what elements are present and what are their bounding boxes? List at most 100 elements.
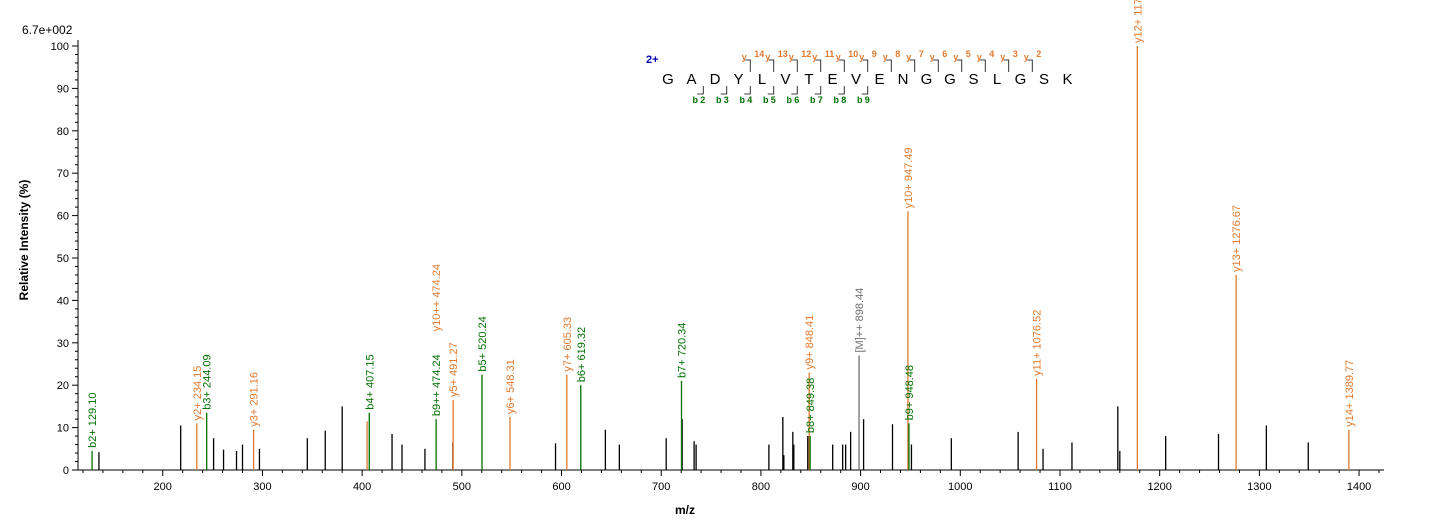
y-ion-index: 10	[848, 49, 858, 59]
peak-label: y10+ 947.49	[903, 147, 915, 208]
peak-label: y12+ 1177.59	[1132, 0, 1144, 43]
peak-label: y14+ 1389.77	[1344, 360, 1356, 427]
y-tick-label: 70	[57, 168, 69, 180]
b-ion-bracket	[814, 86, 822, 95]
y-ion-bracket	[745, 59, 751, 72]
y-tick-label: 0	[63, 465, 69, 477]
y-tick-label: 100	[51, 41, 69, 53]
b-ion-index: 6	[794, 95, 799, 105]
x-tick-label: 600	[552, 481, 570, 493]
sequence-residue: G	[921, 71, 933, 88]
b-ion-label: b	[834, 95, 840, 105]
b-ion-index: 4	[747, 95, 752, 105]
peak-label: b2+ 129.10	[87, 393, 99, 448]
y-ion-bracket	[862, 59, 869, 72]
sequence-residue: S	[1039, 71, 1049, 88]
b-ion-index: 3	[724, 95, 729, 105]
sequence-residue: L	[758, 71, 766, 88]
b-ion-index: 2	[700, 95, 705, 105]
y-tick-label: 80	[57, 126, 69, 138]
peak-label: y2+ 234.15	[192, 366, 204, 421]
b-ion-index: 9	[865, 95, 870, 105]
peaks-layer	[91, 46, 1350, 470]
sequence-residue: D	[710, 71, 721, 88]
sequence-residue: G	[1015, 71, 1027, 88]
peak-label: b9++ 474.24	[431, 354, 443, 416]
peak-label: b5+ 520.24	[477, 316, 489, 371]
sequence-residue: S	[968, 71, 978, 88]
y-ion-label: y	[812, 52, 817, 62]
peak-label: y5+ 491.27	[448, 342, 460, 397]
y-ion-label: y	[836, 52, 841, 62]
sequence-residue: G	[944, 71, 956, 88]
y-ion-index: 5	[966, 49, 971, 59]
peak-label: y13+ 1276.67	[1231, 205, 1243, 272]
charge-state-label: 2+	[646, 54, 659, 66]
peak-label: b7+ 720.34	[676, 323, 688, 378]
x-tick-label: 500	[453, 481, 471, 493]
y-ion-label: y	[1024, 52, 1029, 62]
b-ion-label: b	[693, 95, 699, 105]
y-tick-label: 30	[57, 338, 69, 350]
y-ion-index: 12	[801, 49, 811, 59]
y-tick-label: 60	[57, 211, 69, 223]
x-tick-label: 1300	[1247, 481, 1271, 493]
peak-label: y3+ 291.16	[249, 372, 261, 427]
x-tick-label: 1400	[1347, 481, 1371, 493]
y-ion-index: 4	[989, 49, 994, 59]
peak-label: b4+ 407.15	[364, 354, 376, 409]
sequence-residue: V	[780, 71, 790, 88]
x-tick-label: 300	[253, 481, 271, 493]
y-ion-index: 13	[778, 49, 788, 59]
b-ion-bracket	[697, 86, 704, 95]
y-ion-index: 3	[1013, 49, 1018, 59]
y-ion-label: y	[765, 52, 770, 62]
y-ion-index: 11	[825, 49, 835, 59]
peak-label: b9+ 948.48	[904, 365, 916, 420]
peak-label: [M]++ 898.44	[854, 288, 866, 353]
y-ion-bracket	[1027, 59, 1033, 72]
b-ion-bracket	[767, 86, 775, 95]
y-tick-label: 90	[57, 83, 69, 95]
y-ion-label: y	[1000, 52, 1005, 62]
b-ion-bracket	[720, 86, 728, 95]
peak-label: y7+ 605.33	[562, 317, 574, 372]
b-ion-label: b	[716, 95, 722, 105]
peak-label: y11+ 1076.52	[1032, 310, 1044, 376]
sequence-residue: K	[1062, 71, 1072, 88]
b-ion-bracket	[838, 86, 845, 95]
sequence-residue: L	[993, 71, 1001, 88]
y-ion-bracket	[909, 59, 916, 72]
y-ion-bracket	[956, 59, 963, 72]
b-ion-bracket	[744, 86, 751, 95]
x-tick-label: 400	[353, 481, 371, 493]
y-tick-label: 50	[57, 253, 69, 265]
y-ion-label: y	[883, 52, 888, 62]
sequence-residue: G	[662, 71, 674, 88]
y-ion-index: 2	[1036, 49, 1041, 59]
y-ion-index: 14	[754, 49, 764, 59]
x-tick-label: 1100	[1048, 481, 1072, 493]
b-ion-bracket	[791, 86, 798, 95]
y-ion-index: 6	[942, 49, 947, 59]
y-ion-label: y	[930, 52, 935, 62]
y-ion-bracket	[815, 59, 822, 72]
y-ion-label: y	[859, 52, 864, 62]
sequence-residue: E	[874, 71, 884, 88]
sequence-residue: N	[898, 71, 909, 88]
peak-label: y10++ 474.24	[431, 264, 443, 331]
peak-label: b6+ 619.32	[576, 327, 588, 382]
y-ion-bracket	[839, 59, 845, 72]
sequence-residue: E	[827, 71, 837, 88]
y-ion-label: y	[789, 52, 794, 62]
y-tick-label: 40	[57, 295, 69, 307]
peak-label: b3+ 244.09	[202, 354, 214, 409]
peak-label: y9+ 848.41	[804, 315, 816, 370]
y-ion-bracket	[792, 59, 798, 72]
x-axis-title: m/z	[675, 503, 695, 517]
b-ion-label: b	[857, 95, 863, 105]
y-ion-bracket	[980, 59, 986, 72]
max-intensity-label: 6.7e+002	[22, 23, 73, 37]
